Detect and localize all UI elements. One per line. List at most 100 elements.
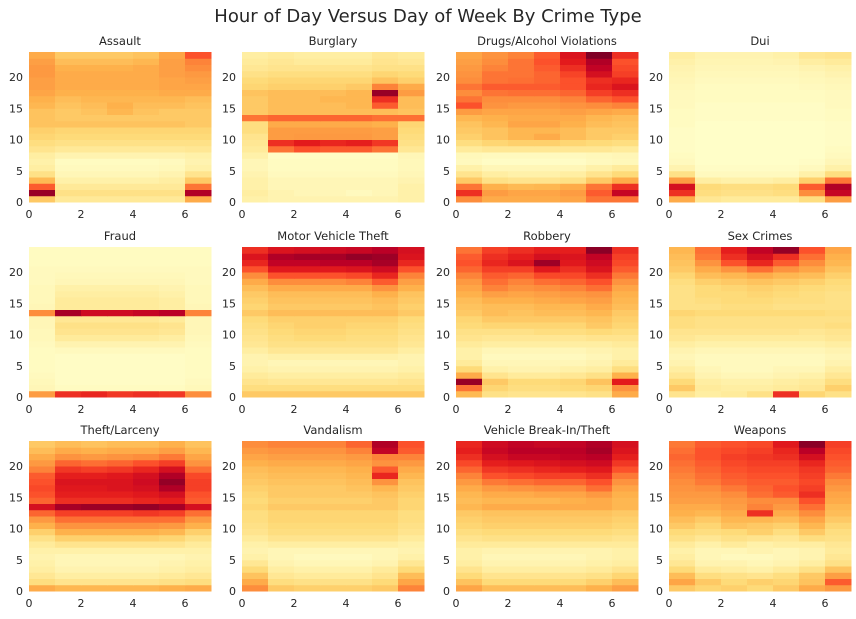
heatmap-cell [55, 384, 82, 392]
heatmap-cell [268, 572, 295, 579]
heatmap-cell [159, 572, 186, 579]
heatmap-cell [81, 183, 108, 190]
heatmap-cell [294, 322, 321, 329]
heatmap-cell [773, 284, 800, 292]
heatmap-cell [294, 145, 321, 153]
heatmap-cell [185, 359, 212, 367]
heatmap-cell [721, 472, 748, 479]
heatmap-cell [268, 334, 295, 342]
heatmap-cell [133, 390, 160, 398]
heatmap-cell [133, 133, 160, 140]
heatmap-cell [669, 152, 696, 159]
heatmap-cell [799, 189, 826, 197]
heatmap-cell [456, 195, 483, 203]
heatmap-cell [825, 309, 852, 317]
heatmap-cell [721, 347, 748, 354]
heatmap-cell [133, 83, 160, 90]
heatmap-cell [294, 95, 321, 103]
heatmap-cell [320, 566, 347, 573]
heatmap-cell [294, 278, 321, 285]
heatmap-cell [320, 309, 347, 317]
heatmap-cell [29, 64, 56, 72]
heatmap-cell [825, 189, 852, 197]
heatmap-cell [242, 183, 269, 190]
heatmap-cell [612, 522, 639, 529]
heatmap-cell [508, 303, 535, 310]
heatmap-cell [799, 459, 826, 467]
heatmap-cell [825, 303, 852, 310]
heatmap-cell [346, 522, 373, 529]
heatmap-cell [747, 102, 774, 109]
heatmap-cell [747, 459, 774, 467]
heatmap-cell [346, 472, 373, 479]
heatmap-cell [799, 578, 826, 586]
y-tick-label: 5 [656, 165, 663, 178]
heatmap-cell [482, 472, 509, 479]
heatmap-cell [242, 64, 269, 72]
heatmap-cell [372, 541, 399, 548]
heatmap-cell [159, 164, 186, 172]
heatmap-cell [81, 566, 108, 573]
heatmap-cell [586, 509, 613, 517]
heatmap-cell [159, 334, 186, 342]
heatmap-cell [372, 328, 399, 335]
heatmap-cell [456, 365, 483, 373]
heatmap-cell [773, 516, 800, 523]
subplot-title: Fraud [104, 229, 136, 243]
heatmap-cell [612, 284, 639, 292]
heatmap-cell [747, 472, 774, 479]
heatmap-cell [747, 522, 774, 529]
heatmap-cell [586, 309, 613, 317]
heatmap-cell [55, 466, 82, 473]
heatmap-cell [695, 384, 722, 392]
heatmap-cell [721, 516, 748, 523]
heatmap-cell [294, 478, 321, 486]
x-tick-label: 6 [395, 208, 402, 221]
heatmap-cell [721, 64, 748, 72]
heatmap-cell [534, 347, 561, 354]
heatmap-cell [695, 70, 722, 78]
heatmap-cell [799, 89, 826, 97]
heatmap-cell [294, 541, 321, 548]
heatmap-cell [508, 177, 535, 184]
heatmap-cell [695, 378, 722, 385]
heatmap-cell [81, 453, 108, 461]
heatmap-cell [133, 309, 160, 317]
heatmap-cell [747, 290, 774, 298]
heatmap-cell [508, 145, 535, 153]
heatmap-cell [456, 541, 483, 548]
heatmap-cell [81, 378, 108, 385]
x-tick-label: 2 [78, 597, 85, 610]
heatmap-cell [825, 347, 852, 354]
heatmap-cell [773, 114, 800, 122]
heatmap-cell [159, 89, 186, 97]
heatmap-cell [133, 139, 160, 147]
heatmap-cell [372, 584, 399, 592]
heatmap-cell [268, 578, 295, 586]
heatmap-cell [534, 372, 561, 379]
heatmap-cell [159, 322, 186, 329]
heatmap-cell [534, 102, 561, 109]
heatmap-cell [586, 578, 613, 586]
y-tick-label: 0 [656, 585, 663, 598]
heatmap-cell [29, 509, 56, 517]
heatmap-cell [825, 177, 852, 184]
heatmap-cell [560, 459, 587, 467]
heatmap-cell [107, 359, 134, 367]
heatmap-cell [29, 272, 56, 279]
heatmap-cell [242, 491, 269, 498]
heatmap-cell [695, 553, 722, 561]
heatmap-cell [560, 522, 587, 529]
heatmap-cell [55, 272, 82, 279]
heatmap-cell [268, 58, 295, 65]
heatmap-cell [669, 334, 696, 342]
heatmap-cell [799, 572, 826, 579]
heatmap-cell [346, 145, 373, 153]
heatmap-cell [81, 284, 108, 292]
heatmap-cell [586, 441, 613, 448]
heatmap-cell [695, 491, 722, 498]
heatmap-cell [747, 64, 774, 72]
heatmap-cell [721, 503, 748, 511]
heatmap-cell [669, 284, 696, 292]
